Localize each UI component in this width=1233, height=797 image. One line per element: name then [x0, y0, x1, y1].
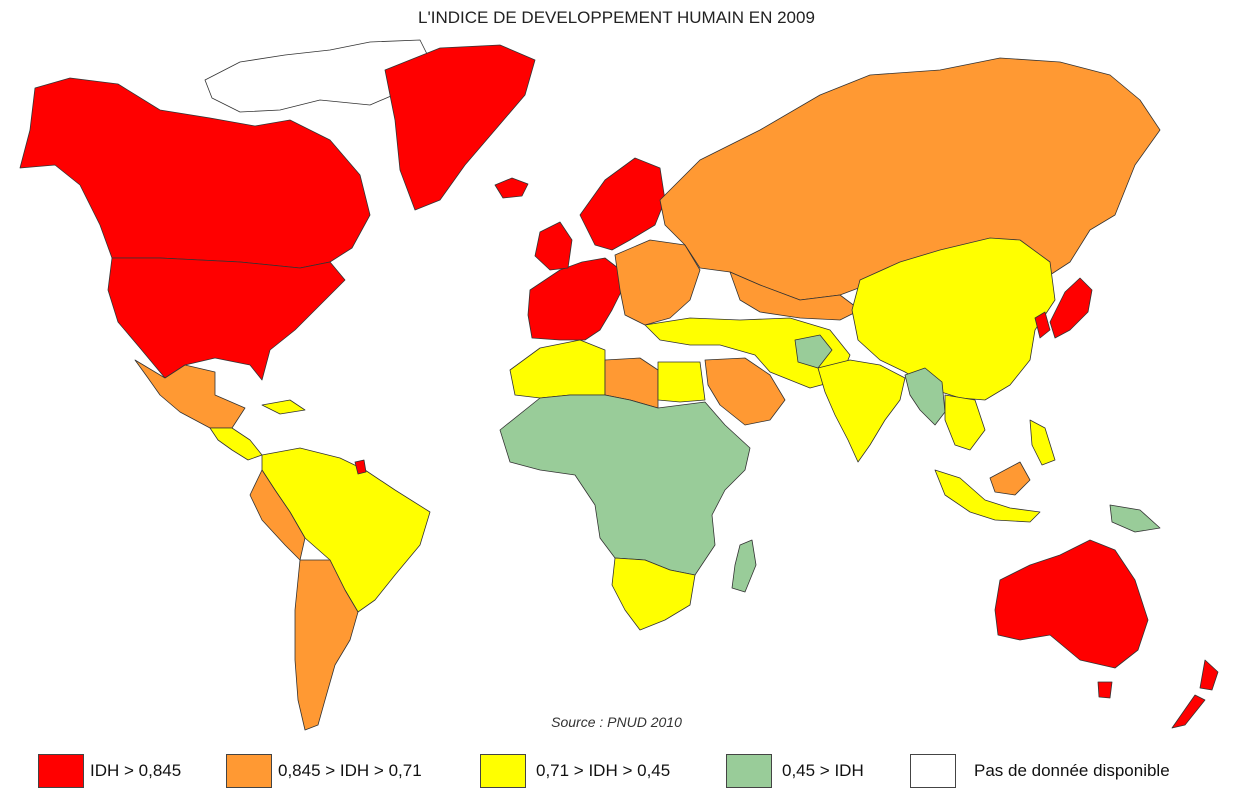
region-papua [1109, 504, 1161, 533]
region-canada-alaska [19, 77, 371, 269]
region-north-africa [509, 339, 606, 399]
legend-label-high: 0,845 > IDH > 0,71 [278, 761, 422, 780]
legend-swatch-high [226, 754, 272, 788]
region-french-guiana [354, 459, 367, 475]
region-australia [994, 539, 1149, 669]
source-caption: Source : PNUD 2010 [551, 714, 682, 730]
region-arabia [704, 357, 786, 426]
region-usa [107, 257, 346, 381]
region-central-asia [729, 271, 861, 321]
region-eastern-europe [614, 239, 701, 326]
legend-label-very-high: IDH > 0,845 [90, 761, 182, 780]
region-madagascar [731, 539, 757, 593]
region-southern-cone [294, 559, 359, 731]
region-south-asia [817, 359, 906, 463]
legend-swatch-very-high [38, 754, 84, 788]
region-philippines [1029, 419, 1056, 466]
region-borneo [989, 461, 1031, 496]
legend-label-no-data: Pas de donnée disponible [974, 761, 1170, 780]
region-new-zealand [1171, 659, 1219, 729]
map-legend: IDH > 0,845 0,845 > IDH > 0,71 0,71 > ID… [0, 752, 1233, 792]
legend-label-medium: 0,71 > IDH > 0,45 [536, 761, 671, 780]
region-china [851, 237, 1056, 401]
region-caribbean [261, 399, 306, 415]
region-uk-ireland [534, 221, 573, 271]
region-central-america [209, 427, 263, 461]
map-title: L'INDICE DE DEVELOPPEMENT HUMAIN EN 2009 [418, 8, 815, 27]
region-egypt [657, 361, 706, 403]
legend-swatch-no-data [910, 754, 956, 788]
legend-swatch-medium [480, 754, 526, 788]
region-sub-saharan-africa [499, 394, 751, 576]
region-southern-africa [611, 557, 696, 631]
region-bangladesh-myanmar [904, 367, 946, 426]
region-korea [1034, 311, 1051, 339]
legend-swatch-low [726, 754, 772, 788]
region-middle-east [644, 317, 851, 389]
region-indonesia [934, 469, 1041, 523]
region-southeast-asia [944, 394, 986, 451]
region-tasmania [1097, 681, 1113, 699]
region-iceland [494, 177, 529, 199]
region-mexico [134, 359, 246, 429]
region-scandinavia [579, 157, 666, 251]
legend-label-low: 0,45 > IDH [782, 761, 864, 780]
region-afghanistan [794, 334, 833, 369]
region-western-europe [527, 257, 623, 341]
region-japan [1049, 277, 1093, 339]
region-greenland [384, 44, 536, 211]
